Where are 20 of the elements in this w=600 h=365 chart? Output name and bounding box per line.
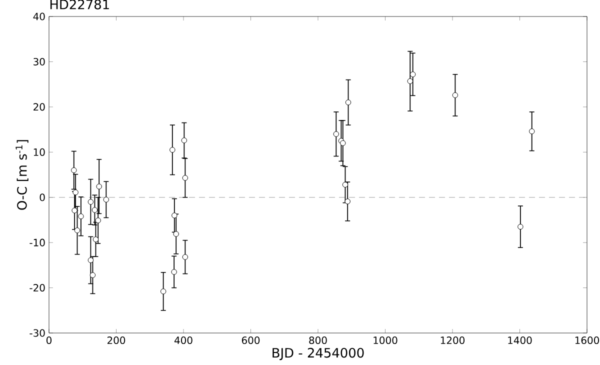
x-tick-label: 600 — [242, 336, 260, 344]
x-axis-title: BJD - 2454000 — [272, 348, 364, 360]
y-tick-label: -30 — [30, 329, 45, 337]
chart-title: HD22781 — [50, 0, 109, 10]
y-tick-label: 30 — [34, 58, 45, 66]
x-tick-label: 1400 — [508, 336, 532, 344]
x-tick-label: 0 — [46, 336, 52, 344]
x-tick-label: 1200 — [440, 336, 465, 344]
x-tick-label: 1000 — [374, 336, 398, 344]
y-tick-label: 10 — [34, 148, 45, 156]
y-tick-label: -10 — [30, 238, 45, 246]
y-tick-label: 20 — [34, 103, 45, 111]
x-tick-label: 200 — [107, 336, 126, 344]
y-axis-title: O-C [m s$^{-1}$] — [16, 140, 28, 210]
y-tick-label: 0 — [40, 194, 45, 202]
y-tick-label: -20 — [30, 284, 45, 292]
x-tick-label: 1600 — [575, 336, 600, 344]
x-tick-label: 800 — [309, 336, 327, 344]
y-tick-label: 40 — [33, 12, 45, 20]
x-tick-label: 400 — [174, 336, 192, 344]
